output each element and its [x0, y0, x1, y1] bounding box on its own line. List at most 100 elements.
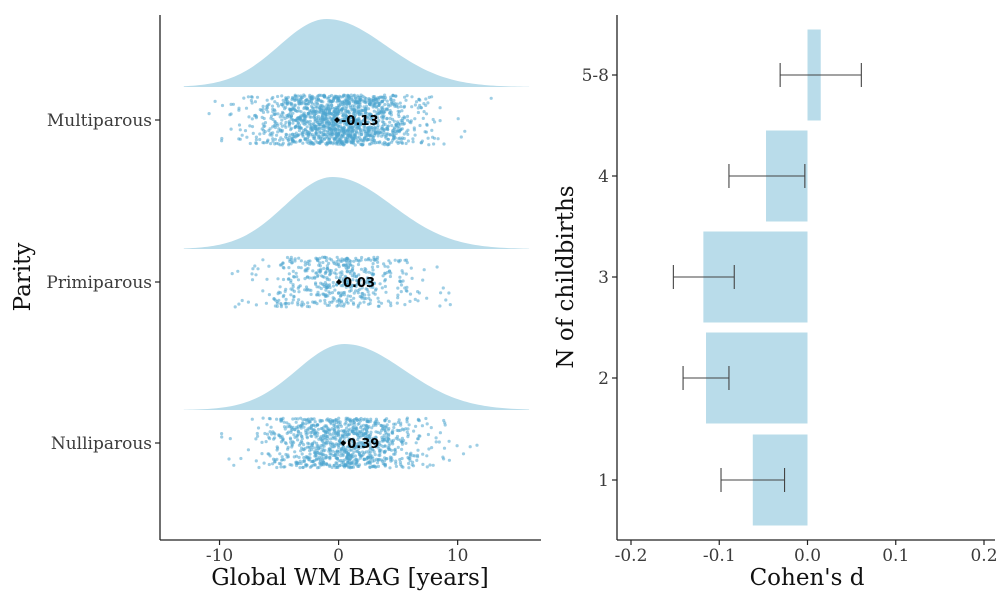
data-point: [319, 286, 323, 291]
data-point: [339, 284, 343, 288]
data-point: [356, 118, 360, 122]
mean-label-multiparous: -0.13: [341, 114, 378, 129]
data-point: [332, 96, 337, 100]
data-point: [392, 425, 396, 430]
data-point: [426, 432, 430, 437]
data-point: [328, 452, 332, 456]
data-point: [361, 418, 365, 422]
data-point: [284, 120, 288, 124]
data-point: [342, 126, 346, 130]
data-point: [260, 440, 264, 444]
data-point: [322, 266, 326, 270]
data-point: [368, 433, 373, 437]
data-point: [366, 456, 370, 460]
data-point: [240, 133, 244, 137]
data-point: [344, 107, 348, 111]
data-point: [339, 304, 343, 308]
data-point: [250, 101, 254, 105]
data-point: [301, 129, 305, 133]
data-point: [326, 428, 330, 432]
data-point: [442, 418, 446, 423]
data-point: [385, 125, 389, 129]
data-point: [279, 440, 283, 444]
data-point: [421, 462, 425, 466]
data-point: [339, 448, 343, 452]
data-point: [338, 464, 342, 468]
data-point: [297, 265, 301, 269]
data-point: [425, 454, 429, 458]
data-point: [367, 280, 371, 285]
data-point: [408, 292, 413, 296]
data-point: [304, 463, 308, 467]
data-point: [316, 102, 320, 106]
data-point: [408, 454, 412, 458]
data-point: [414, 100, 419, 104]
data-point: [346, 460, 350, 464]
data-point: [278, 452, 282, 456]
data-point: [349, 285, 354, 289]
data-point: [337, 430, 341, 434]
data-point: [372, 282, 376, 286]
data-point: [260, 127, 264, 131]
left-y-tick-label: Primiparous: [46, 273, 152, 293]
data-point: [338, 275, 342, 279]
data-point: [279, 305, 283, 309]
data-point: [290, 138, 294, 142]
data-point: [279, 136, 283, 140]
data-point: [365, 417, 369, 421]
data-point: [345, 297, 349, 301]
data-point: [389, 301, 393, 305]
data-point: [447, 439, 451, 443]
data-point: [273, 100, 277, 104]
data-point: [360, 286, 364, 290]
data-point: [254, 459, 258, 463]
data-point: [362, 105, 366, 109]
data-point: [276, 104, 280, 108]
data-point: [358, 287, 362, 291]
data-point: [309, 115, 313, 119]
data-point: [299, 126, 303, 130]
data-point: [334, 461, 338, 465]
data-point: [385, 417, 389, 421]
data-point: [266, 138, 270, 142]
data-point: [346, 423, 350, 427]
data-point: [400, 109, 404, 113]
data-point: [307, 458, 311, 462]
data-point: [313, 136, 317, 140]
data-point: [220, 432, 224, 436]
data-point: [289, 440, 293, 444]
data-point: [413, 103, 417, 107]
data-point: [386, 127, 390, 131]
data-point: [308, 110, 312, 114]
data-point: [340, 429, 344, 433]
data-point: [355, 418, 359, 422]
data-point: [383, 444, 387, 448]
data-point: [427, 447, 431, 451]
data-point: [373, 288, 378, 292]
data-point: [288, 463, 292, 467]
data-point: [398, 136, 402, 140]
data-point: [294, 98, 298, 102]
data-point: [297, 285, 301, 289]
right-x-axis-title: Cohen's d: [750, 565, 865, 591]
data-point: [309, 431, 313, 435]
data-point: [281, 277, 286, 282]
data-point: [441, 455, 445, 459]
data-point: [269, 114, 274, 118]
data-point: [286, 277, 290, 281]
data-point: [377, 118, 381, 123]
data-point: [385, 134, 389, 138]
data-point: [353, 283, 357, 288]
data-point: [367, 133, 371, 137]
data-point: [375, 257, 379, 261]
data-point: [280, 129, 284, 134]
data-point: [283, 116, 287, 121]
data-point: [308, 119, 312, 123]
data-point: [311, 460, 315, 464]
data-point: [351, 425, 355, 429]
data-point: [373, 101, 377, 105]
data-point: [270, 97, 274, 101]
data-point: [273, 123, 277, 127]
data-point: [321, 457, 325, 461]
